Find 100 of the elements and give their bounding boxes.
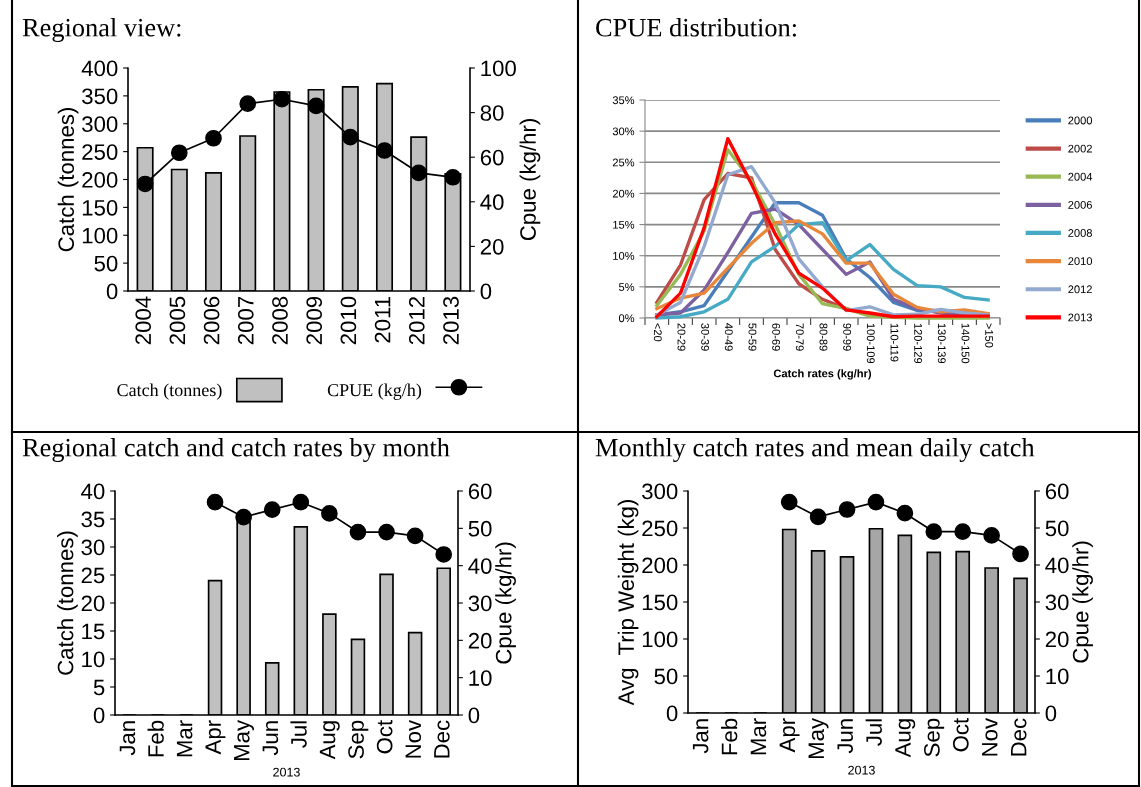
chart-title: CPUE distribution: (596, 18, 796, 37)
legend-label: 2000 (1068, 116, 1093, 125)
y-tick-label: 5 (93, 679, 105, 696)
x-tick-label: 2004 (135, 296, 152, 345)
y-tick-label: 400 (81, 60, 118, 77)
x-tick-label: Oct (952, 718, 969, 752)
point (235, 508, 252, 526)
y-tick-label: 5% (618, 283, 635, 291)
x-tick-label: Sep (348, 720, 369, 759)
x-tick-label: Mar (176, 720, 193, 757)
y-tick-label: 15 (82, 623, 105, 640)
x-tick-label: Feb (721, 718, 738, 755)
y-tick-label: 0 (93, 707, 105, 724)
chart-title: Regional catch and catch rates by month (22, 438, 450, 462)
chart-title: Regional view: (22, 18, 181, 42)
point (838, 501, 856, 518)
x-tick-label: Apr (205, 720, 226, 755)
x-tick-label: 2006 (203, 296, 220, 345)
point (410, 164, 428, 182)
x-tick-label: 50-59 (748, 323, 757, 351)
y-tick-label: 350 (82, 88, 118, 105)
x-tick-label: May (234, 719, 254, 761)
y-tick-label: 25% (612, 158, 635, 167)
x-tick-label: Apr (779, 718, 800, 753)
x-axis-title: 2013 (848, 765, 875, 775)
y-axis-title: Catch (tonnes) (57, 531, 78, 675)
x-tick-label: 30-39 (701, 323, 710, 351)
legend-label: 2004 (1068, 172, 1093, 181)
x-tick-label: <20 (653, 323, 662, 342)
y-tick-label: 50 (94, 255, 118, 272)
x-tick-label: 40-49 (724, 323, 733, 351)
y2-tick-label: 20 (1045, 631, 1069, 648)
x-tick-label: Dec (434, 720, 450, 758)
point (206, 493, 224, 511)
x-tick-label: 100-109 (866, 323, 875, 364)
legend-label: 2008 (1068, 229, 1092, 237)
legend-label: 2006 (1068, 200, 1092, 209)
y2-tick-label: 30 (468, 595, 492, 612)
y-axis-title: Catch (tonnes) (57, 108, 79, 252)
y-tick-label: 150 (642, 594, 678, 611)
x-tick-label: Mar (750, 718, 767, 755)
y-tick-label: 300 (642, 483, 678, 500)
x-tick-label: Sep (924, 718, 945, 757)
x-tick-label: 2008 (272, 296, 288, 345)
x-tick-label: 20-29 (677, 323, 686, 351)
x-tick-label: 140-150 (961, 323, 970, 364)
point (273, 90, 291, 108)
y2-tick-label: 0 (1045, 705, 1057, 722)
point (307, 97, 325, 115)
x-tick-label: 2010 (340, 296, 357, 345)
y2-tick-label: 100 (481, 60, 516, 77)
y2-tick-label: 60 (468, 483, 492, 500)
x-tick-label: 2012 (408, 296, 425, 345)
point (349, 523, 367, 541)
y-tick-label: 20 (81, 595, 105, 612)
x-tick-label: 60-69 (772, 323, 781, 351)
y2-tick-label: 50 (1045, 520, 1069, 537)
y-tick-label: 30% (612, 127, 635, 136)
legend-label: Catch (tonnes) (117, 383, 222, 400)
x-tick-label: Nov (982, 717, 998, 756)
y-tick-label: 0 (666, 705, 678, 722)
point (435, 546, 453, 563)
x-tick-label: Jun (837, 719, 854, 754)
x-tick-label: Jul (290, 721, 307, 748)
x-tick-label: 2007 (237, 296, 254, 345)
x-tick-label: Nov (405, 719, 422, 758)
y-tick-label: 0% (618, 314, 635, 323)
point (896, 504, 914, 522)
x-axis-title: 2013 (273, 767, 300, 777)
y2-tick-label: 40 (1045, 557, 1069, 574)
point (376, 142, 393, 159)
y-tick-label: 250 (642, 520, 678, 537)
x-tick-label: Dec (1011, 718, 1027, 756)
y2-axis-title: Cpue (kg/hr) (519, 119, 541, 241)
y-tick-label: 150 (82, 199, 118, 216)
y2-axis-title: Cpue (kg/hr) (1072, 541, 1093, 663)
y-tick-label: 300 (82, 116, 118, 133)
x-tick-label: 130-139 (937, 323, 946, 364)
point (406, 527, 424, 545)
legend-label: 2010 (1068, 257, 1093, 266)
point (378, 523, 395, 541)
y-tick-label: 30 (81, 539, 105, 556)
y-tick-label: 40 (81, 483, 105, 500)
y-tick-label: 35 (81, 511, 105, 528)
y2-tick-label: 60 (1045, 483, 1069, 500)
y-tick-label: 250 (82, 144, 118, 160)
y-tick-label: 100 (82, 227, 118, 244)
y-tick-label: 200 (82, 172, 118, 188)
x-tick-label: Aug (319, 721, 340, 760)
y2-tick-label: 10 (1046, 668, 1069, 685)
y2-tick-label: 50 (468, 520, 492, 537)
x-tick-label: 2013 (443, 296, 459, 345)
y-tick-label: 100 (642, 631, 678, 648)
point (780, 493, 798, 511)
point (205, 129, 222, 147)
y-tick-label: 25 (81, 567, 105, 584)
y-tick-label: 35% (612, 96, 635, 105)
y-tick-label: 0 (106, 283, 118, 300)
point (321, 505, 338, 522)
y2-tick-label: 20 (468, 632, 492, 649)
